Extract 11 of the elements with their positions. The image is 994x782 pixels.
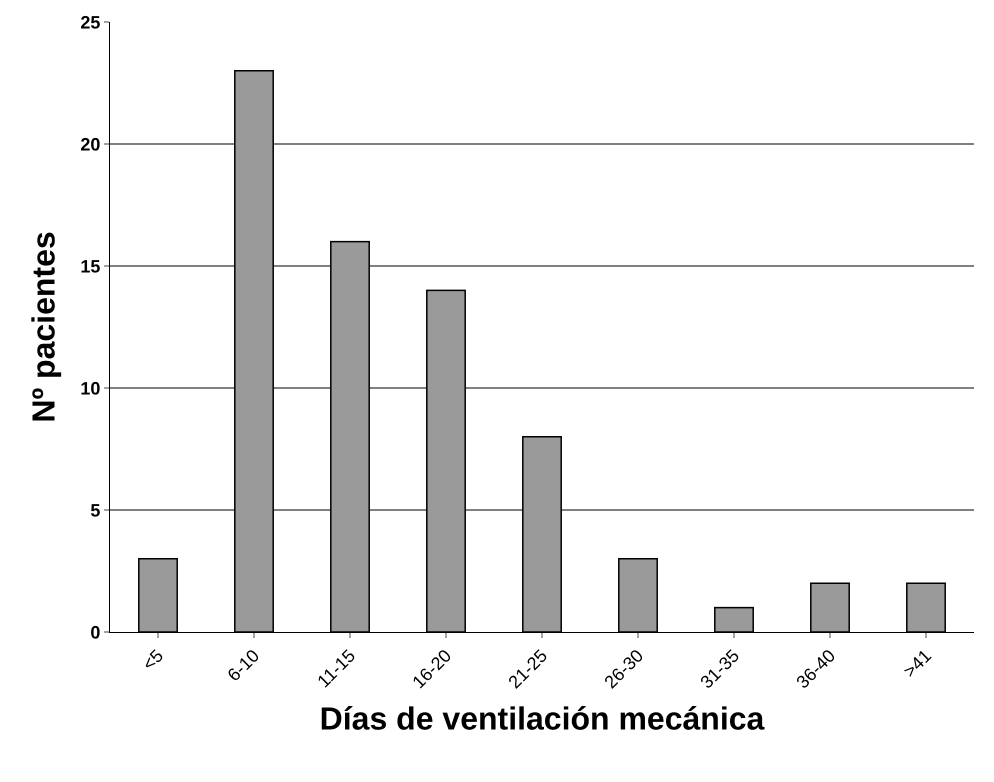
x-tick-label: 6-10 (224, 646, 264, 686)
x-tick-label: >41 (899, 646, 936, 682)
x-axis-title: Días de ventilación mecánica (320, 700, 765, 736)
x-tick-label: <5 (138, 646, 168, 674)
y-tick-label: 15 (80, 256, 100, 276)
y-tick-label: 5 (90, 500, 100, 520)
y-tick-label: 20 (80, 134, 100, 154)
y-tick-label: 25 (80, 12, 100, 32)
y-tick-label: 0 (90, 622, 100, 642)
y-tick-label: 10 (80, 378, 100, 398)
y-axis-title: Nº pacientes (26, 231, 62, 423)
